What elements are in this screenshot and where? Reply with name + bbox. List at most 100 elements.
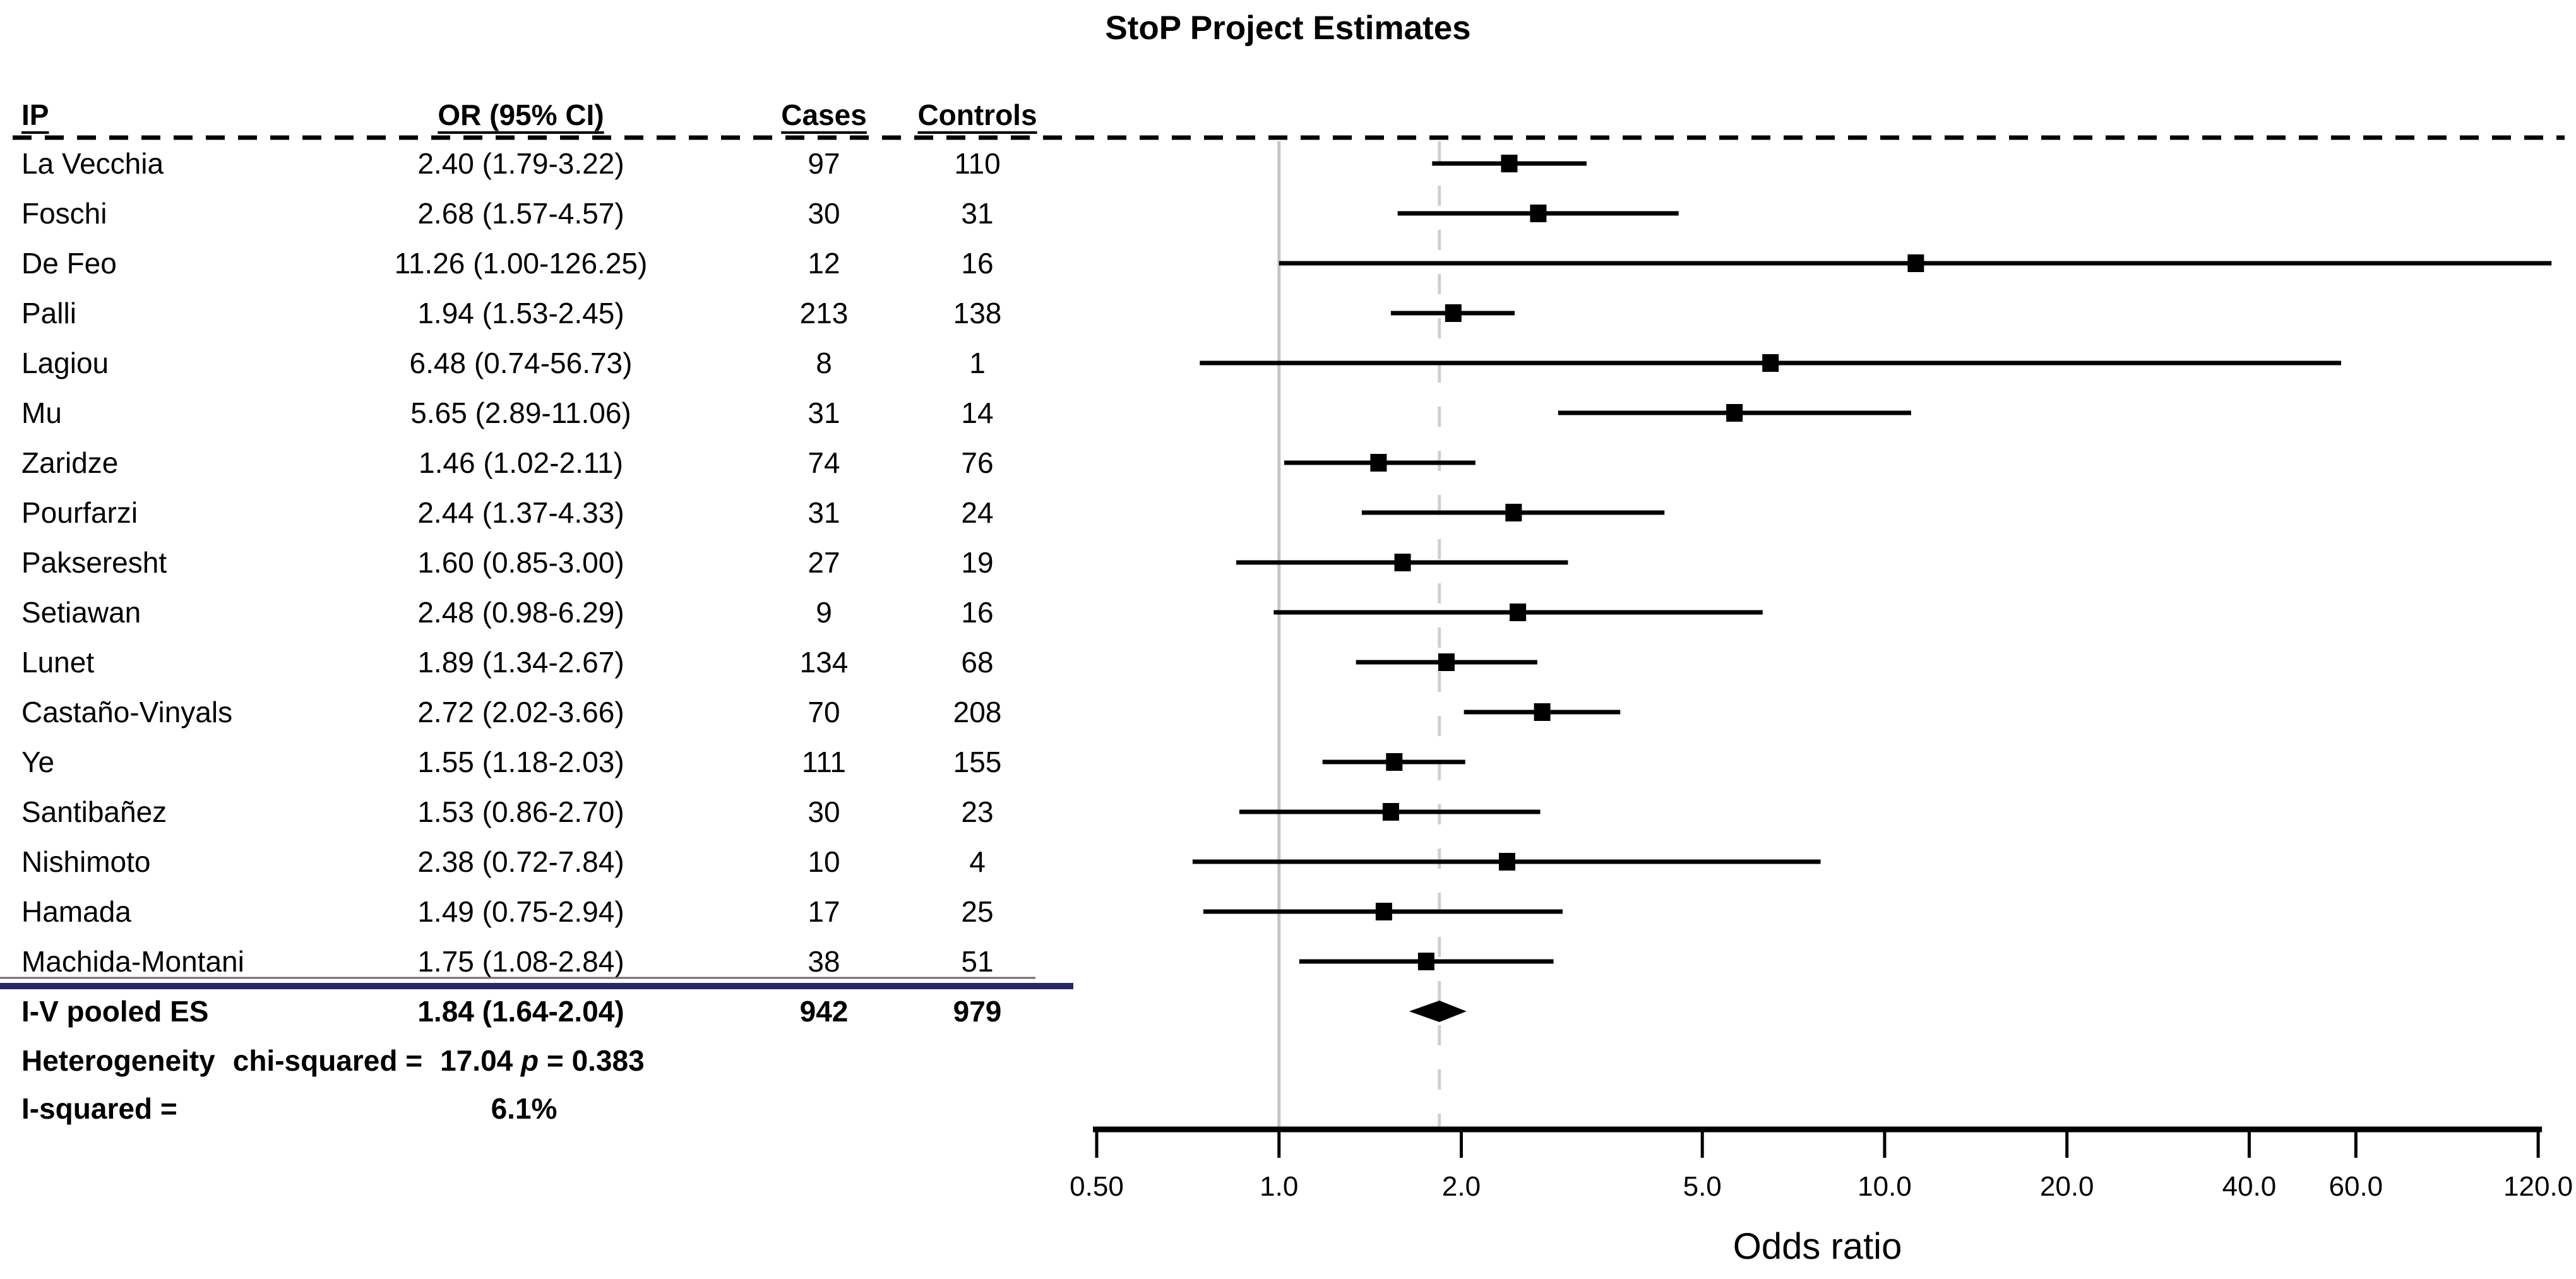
study-name: La Vecchia — [21, 147, 164, 180]
heterogeneity-chi-label: chi-squared = — [232, 1044, 423, 1077]
heterogeneity-label: Heterogeneity — [21, 1044, 215, 1077]
point-marker-palli — [1445, 304, 1462, 322]
x-axis-tick-label: 60.0 — [2329, 1171, 2383, 1202]
study-controls: 25 — [961, 895, 994, 928]
study-name: Santibañez — [21, 795, 167, 828]
study-or-ci: 1.75 (1.08-2.84) — [417, 945, 624, 978]
study-cases: 17 — [808, 895, 840, 928]
study-row-casta-o-vinyals: Castaño-Vinyals 2.72 (2.02-3.66) 70 208 — [0, 687, 1105, 737]
point-marker-hamada — [1375, 903, 1392, 920]
study-name: Machida-Montani — [21, 945, 244, 978]
study-cases: 38 — [808, 945, 840, 978]
study-controls: 110 — [954, 147, 1001, 180]
study-name: Pourfarzi — [21, 496, 138, 529]
study-cases: 31 — [808, 496, 840, 529]
point-marker-ye — [1386, 753, 1403, 771]
pooled-or-ci: 1.84 (1.64-2.04) — [417, 995, 624, 1028]
point-marker-nishimoto — [1498, 853, 1515, 871]
study-controls: 24 — [961, 496, 994, 529]
study-controls: 76 — [961, 446, 994, 479]
study-name: Setiawan — [21, 596, 141, 629]
study-row-palli: Palli 1.94 (1.53-2.45) 213 138 — [0, 288, 1105, 338]
column-header-or-ci: OR (95% CI) — [438, 98, 604, 131]
study-row-nishimoto: Nishimoto 2.38 (0.72-7.84) 10 4 — [0, 836, 1105, 887]
x-axis-tick-label: 10.0 — [1857, 1171, 1912, 1202]
point-marker-la-vecchia — [1501, 155, 1518, 172]
study-cases: 134 — [799, 646, 849, 679]
point-marker-foschi — [1530, 205, 1547, 222]
pooled-diamond — [1409, 1001, 1467, 1022]
point-marker-lunet — [1438, 653, 1455, 671]
study-cases: 111 — [802, 746, 846, 778]
study-or-ci: 1.60 (0.85-3.00) — [417, 546, 624, 579]
study-cases: 31 — [808, 396, 840, 429]
study-name: Zaridze — [21, 446, 119, 479]
heterogeneity-line: Heterogeneity chi-squared = 17.04 p = 0.38… — [21, 1035, 645, 1086]
study-row-foschi: Foschi 2.68 (1.57-4.57) 30 31 — [0, 188, 1105, 239]
study-name: Lagiou — [21, 347, 109, 379]
pooled-label: I-V pooled ES — [21, 995, 209, 1028]
study-or-ci: 1.55 (1.18-2.03) — [417, 746, 624, 778]
study-cases: 97 — [808, 147, 840, 180]
study-or-ci: 2.68 (1.57-4.57) — [417, 197, 624, 230]
study-cases: 27 — [808, 546, 840, 579]
study-controls: 68 — [961, 646, 994, 679]
study-or-ci: 2.72 (2.02-3.66) — [417, 696, 624, 729]
study-row-de-feo: De Feo 11.26 (1.00-126.25) 12 16 — [0, 238, 1105, 289]
study-cases: 74 — [808, 446, 840, 479]
study-or-ci: 5.65 (2.89-11.06) — [410, 396, 631, 429]
pooled-controls: 979 — [953, 995, 1002, 1028]
point-marker-pourfarzi — [1505, 504, 1522, 521]
study-controls: 51 — [961, 945, 994, 978]
point-marker-lagiou — [1762, 354, 1779, 372]
study-controls: 155 — [953, 746, 1002, 778]
study-row-setiawan: Setiawan 2.48 (0.98-6.29) 9 16 — [0, 587, 1105, 638]
p-symbol: p — [521, 1044, 539, 1077]
point-marker-setiawan — [1510, 604, 1527, 621]
study-controls: 23 — [961, 795, 994, 828]
chart-title: StoP Project Estimates — [1105, 9, 1471, 47]
x-axis-tick-label: 1.0 — [1260, 1171, 1298, 1202]
study-row-lunet: Lunet 1.89 (1.34-2.67) 134 68 — [0, 637, 1105, 687]
study-or-ci: 2.48 (0.98-6.29) — [417, 596, 624, 629]
i-squared-value: 6.1% — [491, 1092, 558, 1125]
study-cases: 8 — [816, 347, 832, 379]
column-header-controls: Controls — [917, 98, 1037, 131]
point-marker-zaridze — [1370, 454, 1387, 472]
study-or-ci: 1.94 (1.53-2.45) — [417, 297, 624, 330]
study-or-ci: 1.49 (0.75-2.94) — [417, 895, 624, 928]
study-row-lagiou: Lagiou 6.48 (0.74-56.73) 8 1 — [0, 338, 1105, 388]
study-controls: 31 — [961, 197, 994, 230]
study-name: De Feo — [21, 247, 117, 280]
study-or-ci: 11.26 (1.00-126.25) — [394, 247, 648, 280]
study-controls: 19 — [961, 546, 994, 579]
heterogeneity-chi-value: 17.04 — [440, 1044, 513, 1077]
study-controls: 1 — [969, 347, 986, 379]
x-axis-title: Odds ratio — [1733, 1226, 1902, 1267]
study-controls: 14 — [961, 396, 994, 429]
study-row-pourfarzi: Pourfarzi 2.44 (1.37-4.33) 31 24 — [0, 487, 1105, 538]
study-row-ye: Ye 1.55 (1.18-2.03) 111 155 — [0, 737, 1105, 787]
study-or-ci: 2.44 (1.37-4.33) — [417, 496, 624, 529]
study-name: Foschi — [21, 197, 107, 230]
column-header-cases: Cases — [781, 98, 867, 131]
point-marker-de-feo — [1907, 254, 1924, 272]
pooled-cases: 942 — [799, 995, 849, 1028]
study-name: Castaño-Vinyals — [21, 696, 233, 729]
study-cases: 70 — [808, 696, 840, 729]
pooled-estimate-row: I-V pooled ES 1.84 (1.64-2.04) 942 979 — [0, 986, 1105, 1037]
study-controls: 4 — [969, 845, 986, 878]
study-or-ci: 1.46 (1.02-2.11) — [419, 446, 623, 479]
study-row-hamada: Hamada 1.49 (0.75-2.94) 17 25 — [0, 886, 1105, 937]
study-row-mu: Mu 5.65 (2.89-11.06) 31 14 — [0, 388, 1105, 438]
study-row-la-vecchia: La Vecchia 2.40 (1.79-3.22) 97 110 — [0, 138, 1105, 189]
study-cases: 9 — [816, 596, 832, 629]
study-name: Palli — [21, 297, 76, 330]
point-marker-pakseresht — [1394, 554, 1411, 571]
x-axis-tick-label: 5.0 — [1683, 1171, 1722, 1202]
x-axis-tick-label: 40.0 — [2222, 1171, 2277, 1202]
study-controls: 208 — [953, 696, 1002, 729]
i-squared-label: I-squared = — [21, 1092, 177, 1125]
x-axis-tick-label: 0.50 — [1070, 1171, 1124, 1202]
study-cases: 213 — [799, 297, 849, 330]
